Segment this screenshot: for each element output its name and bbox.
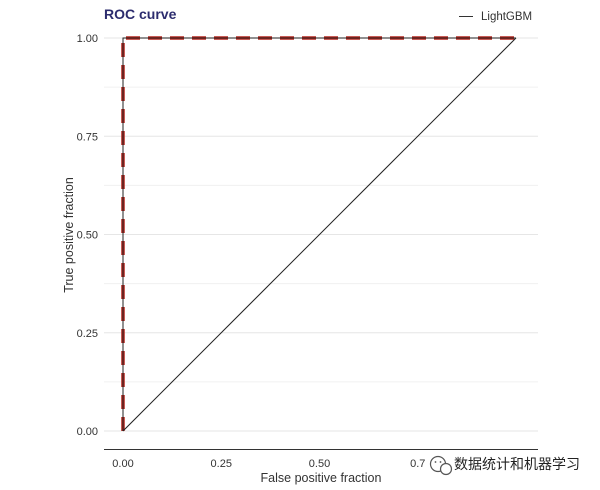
chart-title: ROC curve	[104, 6, 177, 22]
series-line-lightgbm	[122, 37, 516, 431]
x-tick-label: 0.00	[112, 458, 133, 470]
y-axis-title: True positive fraction	[62, 177, 76, 293]
y-tick-label: 0.75	[77, 131, 98, 143]
x-tick-label: 0.7	[410, 458, 425, 470]
watermark: 数据统计和机器学习	[429, 455, 580, 476]
y-tick-label: 0.00	[77, 426, 98, 438]
grid-lines	[104, 37, 538, 432]
series-layer	[121, 36, 517, 432]
x-tick-label: 0.25	[211, 458, 232, 470]
x-axis-title: False positive fraction	[261, 471, 382, 485]
legend-label-lightgbm: LightGBM	[481, 11, 532, 23]
watermark-text: 数据统计和机器学习	[454, 457, 580, 473]
diagonal-reference-line	[122, 37, 517, 432]
y-tick-label: 1.00	[77, 33, 98, 45]
y-tick-label: 0.50	[77, 230, 98, 242]
wechat-icon	[429, 455, 453, 476]
x-tick-label: 0.50	[309, 458, 330, 470]
tick-labels: 0.00 0.25 0.50 0.75 1.00 0.00 0.25 0.50 0.7	[77, 33, 426, 470]
legend: LightGBM	[459, 11, 532, 23]
y-tick-label: 0.25	[77, 328, 98, 340]
